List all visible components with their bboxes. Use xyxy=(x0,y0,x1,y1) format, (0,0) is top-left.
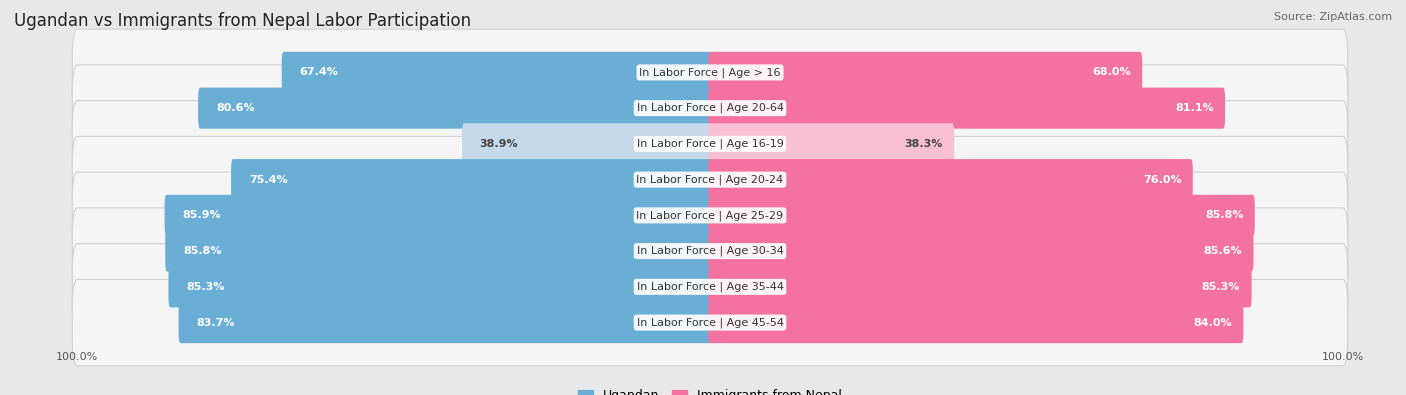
FancyBboxPatch shape xyxy=(72,29,1348,116)
FancyBboxPatch shape xyxy=(179,302,711,343)
Text: Ugandan vs Immigrants from Nepal Labor Participation: Ugandan vs Immigrants from Nepal Labor P… xyxy=(14,12,471,30)
Text: 67.4%: 67.4% xyxy=(299,68,339,77)
FancyBboxPatch shape xyxy=(709,52,1142,93)
FancyBboxPatch shape xyxy=(281,52,711,93)
Text: In Labor Force | Age 25-29: In Labor Force | Age 25-29 xyxy=(637,210,783,221)
FancyBboxPatch shape xyxy=(709,195,1254,236)
FancyBboxPatch shape xyxy=(72,101,1348,187)
FancyBboxPatch shape xyxy=(72,136,1348,223)
Text: In Labor Force | Age 20-24: In Labor Force | Age 20-24 xyxy=(637,174,783,185)
FancyBboxPatch shape xyxy=(709,231,1254,272)
FancyBboxPatch shape xyxy=(72,208,1348,294)
FancyBboxPatch shape xyxy=(72,244,1348,330)
Text: 38.9%: 38.9% xyxy=(479,139,519,149)
Text: 85.9%: 85.9% xyxy=(183,211,221,220)
Text: Source: ZipAtlas.com: Source: ZipAtlas.com xyxy=(1274,12,1392,22)
Text: 81.1%: 81.1% xyxy=(1175,103,1213,113)
Text: 85.3%: 85.3% xyxy=(1202,282,1240,292)
Text: In Labor Force | Age 45-54: In Labor Force | Age 45-54 xyxy=(637,317,783,328)
Text: 84.0%: 84.0% xyxy=(1194,318,1232,327)
FancyBboxPatch shape xyxy=(166,231,711,272)
Text: In Labor Force | Age 35-44: In Labor Force | Age 35-44 xyxy=(637,282,783,292)
FancyBboxPatch shape xyxy=(72,172,1348,259)
Text: In Labor Force | Age 30-34: In Labor Force | Age 30-34 xyxy=(637,246,783,256)
Text: In Labor Force | Age > 16: In Labor Force | Age > 16 xyxy=(640,67,780,78)
Text: 85.6%: 85.6% xyxy=(1204,246,1241,256)
Legend: Ugandan, Immigrants from Nepal: Ugandan, Immigrants from Nepal xyxy=(574,384,846,395)
FancyBboxPatch shape xyxy=(72,279,1348,366)
Text: 68.0%: 68.0% xyxy=(1092,68,1130,77)
Text: 85.8%: 85.8% xyxy=(183,246,222,256)
Text: 83.7%: 83.7% xyxy=(197,318,235,327)
Text: 80.6%: 80.6% xyxy=(217,103,254,113)
FancyBboxPatch shape xyxy=(709,123,955,164)
Text: 75.4%: 75.4% xyxy=(249,175,287,184)
FancyBboxPatch shape xyxy=(169,266,711,307)
Text: In Labor Force | Age 16-19: In Labor Force | Age 16-19 xyxy=(637,139,783,149)
FancyBboxPatch shape xyxy=(709,159,1192,200)
FancyBboxPatch shape xyxy=(709,266,1251,307)
Text: 38.3%: 38.3% xyxy=(904,139,943,149)
FancyBboxPatch shape xyxy=(198,88,711,129)
FancyBboxPatch shape xyxy=(165,195,711,236)
FancyBboxPatch shape xyxy=(72,65,1348,151)
Text: 85.8%: 85.8% xyxy=(1205,211,1243,220)
FancyBboxPatch shape xyxy=(463,123,711,164)
Text: In Labor Force | Age 20-64: In Labor Force | Age 20-64 xyxy=(637,103,783,113)
FancyBboxPatch shape xyxy=(231,159,711,200)
Text: 76.0%: 76.0% xyxy=(1143,175,1181,184)
Text: 85.3%: 85.3% xyxy=(186,282,225,292)
FancyBboxPatch shape xyxy=(709,88,1225,129)
FancyBboxPatch shape xyxy=(709,302,1243,343)
